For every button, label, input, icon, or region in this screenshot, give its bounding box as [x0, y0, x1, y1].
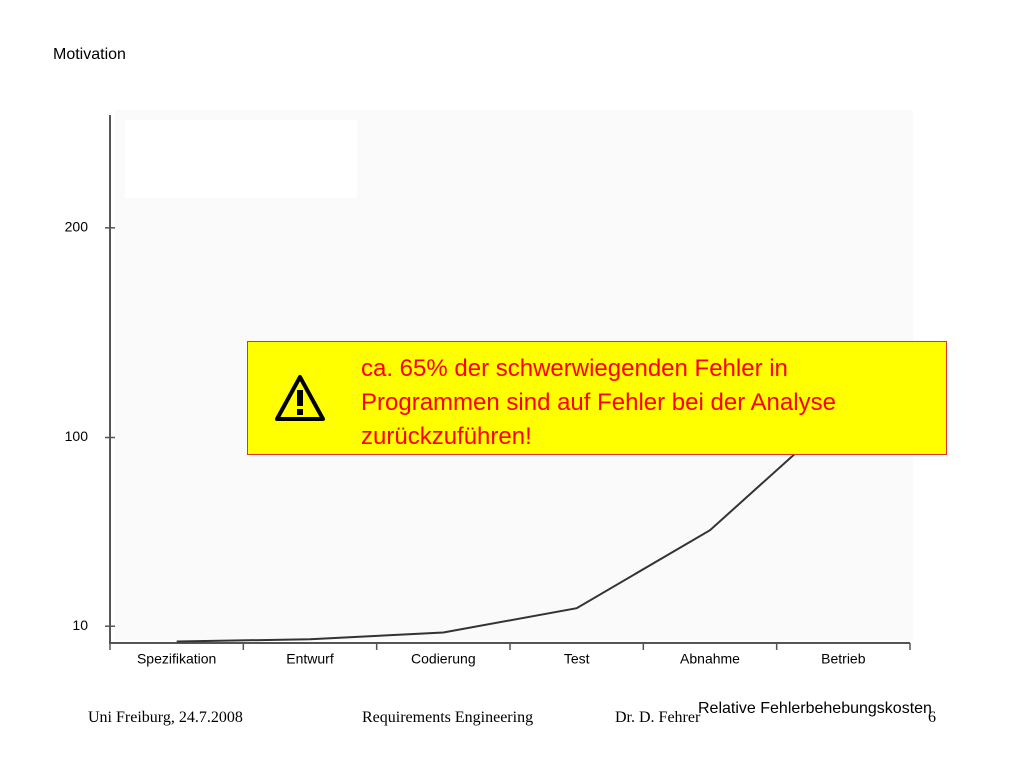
blank-area [125, 120, 357, 198]
footer-author: Dr. D. Fehrer [615, 709, 701, 726]
footer-date: Uni Freiburg, 24.7.2008 [88, 709, 243, 726]
x-tick-label: Codierung [411, 651, 476, 667]
x-tick-label: Abnahme [680, 651, 740, 667]
heading: Motivation [53, 46, 126, 63]
chart-caption: Relative Fehlerbehebungskosten [698, 700, 932, 717]
line [176, 409, 845, 643]
warning-icon [275, 375, 325, 421]
footer-course: Requirements Engineering [362, 709, 534, 726]
callout-text: ca. 65% der schwerwiegenden Fehler in Pr… [361, 352, 836, 454]
callout-line: zurückzuführen! [361, 423, 532, 450]
y-tick-label: 10 [72, 617, 88, 633]
x-tick-label: Entwurf [286, 651, 334, 667]
callout-box [247, 341, 947, 455]
callout-line: Programmen sind auf Fehler bei der Analy… [361, 389, 836, 416]
x-tick-label: Betrieb [821, 651, 866, 667]
y-tick-label: 100 [65, 428, 89, 444]
footer-page: 6 [928, 709, 936, 726]
y-tick-label: 200 [65, 219, 89, 235]
x-tick-label: Spezifikation [137, 651, 216, 667]
x-tick-label: Test [564, 651, 590, 667]
callout-line: ca. 65% der schwerwiegenden Fehler in [361, 355, 788, 382]
